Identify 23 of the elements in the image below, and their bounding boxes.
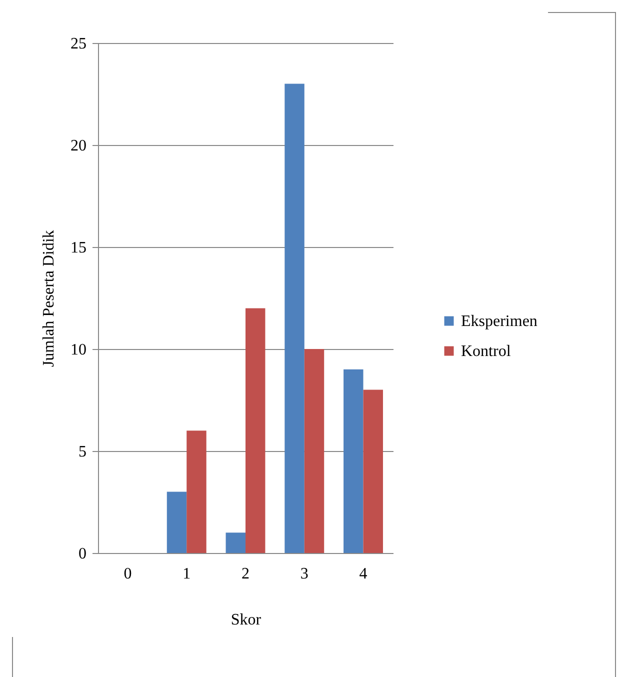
- y-tick-label: 15: [70, 240, 86, 256]
- legend-label: Kontrol: [461, 343, 512, 360]
- y-tick-label: 25: [70, 36, 86, 52]
- bar: [226, 532, 246, 553]
- y-tick-label: 20: [70, 138, 86, 154]
- bar: [166, 492, 187, 553]
- bar: [284, 84, 304, 553]
- y-axis-title: Jumlah Peserta Didik: [40, 230, 58, 367]
- legend-label: Eksperimen: [461, 313, 538, 330]
- bar: [304, 349, 324, 553]
- x-tick-label: 1: [182, 566, 191, 582]
- y-tick-label: 5: [78, 444, 86, 460]
- bar: [246, 308, 266, 553]
- x-tick-label: 0: [124, 566, 132, 582]
- y-tick-label: 0: [78, 546, 86, 562]
- bar: [186, 430, 206, 553]
- y-tick-label: 10: [70, 342, 86, 358]
- bar: [344, 369, 364, 553]
- x-tick-label: 3: [300, 566, 308, 582]
- x-tick-label: 4: [359, 566, 368, 582]
- x-tick-label: 2: [242, 566, 250, 582]
- bar: [363, 390, 383, 553]
- x-axis-title: Skor: [230, 612, 262, 628]
